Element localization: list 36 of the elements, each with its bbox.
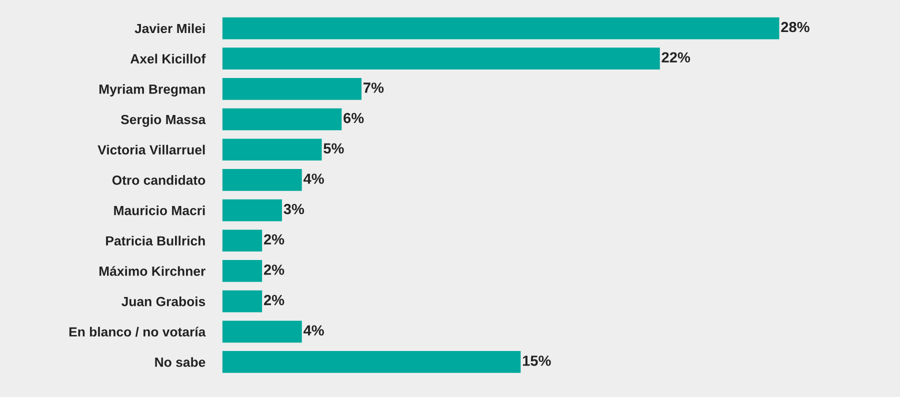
data-label: 4% — [303, 325, 324, 336]
y-tick-label: Javier Milei — [134, 23, 205, 34]
data-label: 3% — [284, 204, 304, 214]
y-tick-label: Otro candidato — [112, 175, 206, 185]
data-label: 5% — [324, 143, 344, 154]
bar — [222, 138, 322, 161]
bar — [222, 230, 262, 252]
bar — [222, 108, 342, 130]
data-label: 2% — [264, 294, 284, 306]
y-tick-label: Victoria Villarruel — [98, 144, 205, 155]
bar — [222, 290, 262, 312]
data-label: 15% — [522, 356, 551, 366]
bar — [222, 351, 521, 373]
data-label: 7% — [364, 82, 384, 93]
y-tick-label: En blanco / no votaría — [69, 326, 206, 337]
data-label: 22% — [662, 52, 690, 62]
bar — [222, 320, 302, 343]
y-tick-label: No sabe — [155, 357, 206, 367]
data-label: 6% — [344, 112, 364, 124]
bar — [222, 260, 262, 282]
bar — [222, 199, 282, 222]
bar — [222, 17, 780, 40]
data-label: 2% — [264, 264, 284, 275]
data-label: 2% — [264, 234, 284, 245]
y-tick-label: Myriam Bregman — [99, 84, 205, 97]
y-tick-label: Axel Kicillof — [130, 54, 206, 64]
data-label: 28% — [781, 22, 810, 32]
bar — [222, 78, 362, 100]
y-tick-label: Sergio Massa — [120, 114, 206, 127]
bar — [222, 48, 660, 70]
y-tick-label: Mauricio Macri — [114, 206, 205, 216]
data-label: 4% — [303, 174, 324, 184]
y-tick-label: Juan Grabois — [122, 296, 206, 306]
bar — [222, 169, 302, 191]
y-tick-label: Patricia Bullrich — [106, 236, 205, 246]
y-tick-label: Máximo Kirchner — [99, 266, 206, 276]
